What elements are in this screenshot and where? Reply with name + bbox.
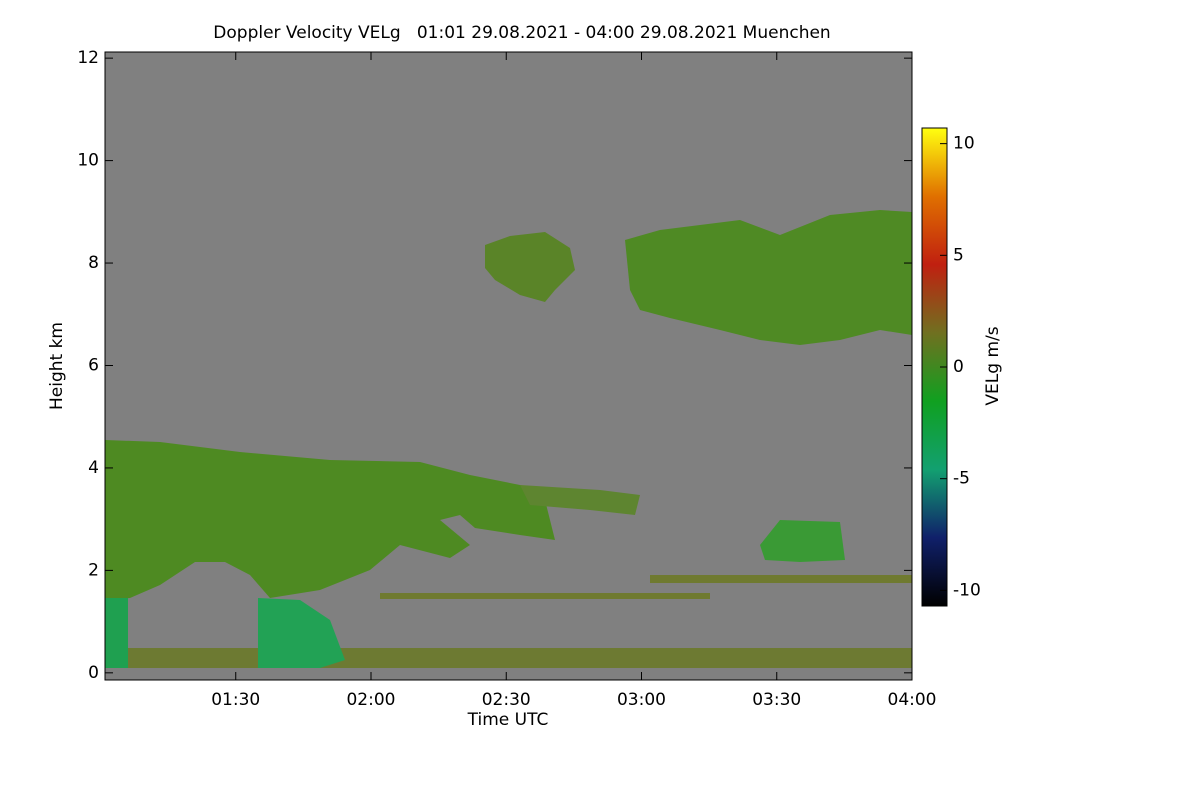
x-tick-label: 03:30 (752, 690, 801, 710)
colorbar-tick-label: -5 (953, 469, 970, 489)
colorbar-tick-label: 0 (953, 357, 964, 377)
plot-background (105, 52, 912, 680)
y-tick-label: 12 (77, 48, 99, 68)
y-tick-label: 4 (88, 458, 99, 478)
colorbar-tick-label: -10 (953, 580, 981, 600)
y-tick-label: 10 (77, 151, 99, 171)
colorbar-tick-label: 5 (953, 245, 964, 265)
echo-regions (105, 210, 912, 668)
y-tick-label: 2 (88, 560, 99, 580)
chart-title: Doppler Velocity VELg 01:01 29.08.2021 -… (213, 23, 830, 43)
x-tick-label: 02:00 (346, 690, 395, 710)
y-tick-label: 6 (88, 355, 99, 375)
y-tick-label: 0 (88, 663, 99, 683)
plot-frame (104, 51, 913, 681)
x-tick-label: 01:30 (211, 690, 260, 710)
x-tick-label: 03:00 (617, 690, 666, 710)
y-axis-label: Height km (47, 322, 67, 410)
x-tick-label: 04:00 (888, 690, 937, 710)
x-tick-label: 02:30 (482, 690, 531, 710)
x-axis-label: Time UTC (467, 710, 549, 730)
colorbar-label: VELg m/s (983, 326, 1003, 405)
y-tick-label: 8 (88, 253, 99, 273)
colorbar-tick-label: 10 (953, 134, 975, 154)
